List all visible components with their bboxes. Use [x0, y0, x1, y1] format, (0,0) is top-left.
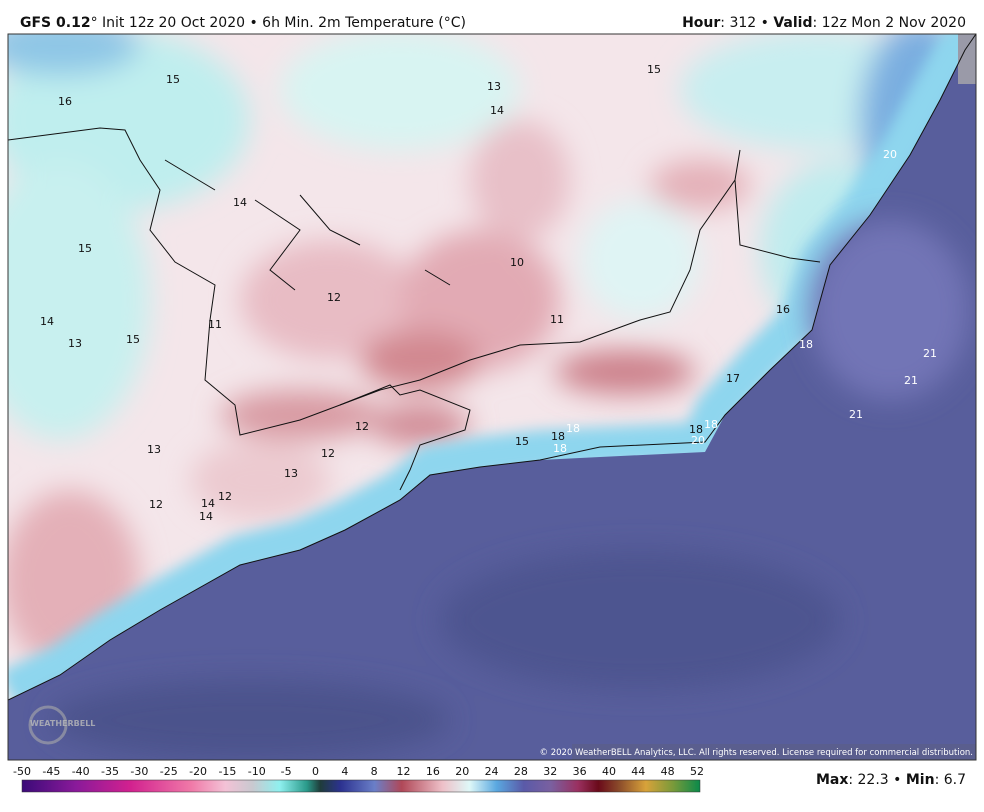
logo [28, 705, 68, 745]
point-label: 14 [40, 315, 54, 328]
colorbar-tick-label: 20 [455, 765, 469, 778]
model: GFS 0.12 [20, 15, 91, 31]
point-label: 12 [218, 490, 232, 503]
colorbar-tick-label: 24 [485, 765, 499, 778]
reservoirs [164, 159, 451, 291]
colorbar-tick-label: 0 [312, 765, 319, 778]
point-label: 15 [166, 73, 180, 86]
colorbar-tick-label: 16 [426, 765, 440, 778]
colorbar-tick-label: 28 [514, 765, 528, 778]
coastline [8, 34, 976, 701]
colorbar-tick-label: -20 [189, 765, 207, 778]
colorbar-tick-label: 8 [371, 765, 378, 778]
point-label: 14 [201, 497, 215, 510]
state-border [8, 127, 471, 491]
point-label: 13 [487, 80, 501, 93]
colorbar-tick-label: 48 [661, 765, 675, 778]
hour-label: Hour [682, 15, 720, 31]
colorbar-tick-label: -10 [248, 765, 266, 778]
point-label: 14 [490, 104, 504, 117]
point-label: 15 [78, 242, 92, 255]
watermark: WEATHERBELL [30, 719, 95, 728]
point-label: 15 [647, 63, 661, 76]
point-label: 14 [199, 510, 213, 523]
hour: : 312 • [720, 15, 773, 31]
point-label: 13 [68, 337, 82, 350]
header-left: GFS 0.12° Init 12z 20 Oct 2020 • 6h Min.… [20, 15, 466, 31]
colorbar-tick-label: -15 [218, 765, 236, 778]
point-label: 20 [883, 148, 897, 161]
colorbar-tick-label: -40 [72, 765, 90, 778]
colorbar-tick-label: -50 [13, 765, 31, 778]
footer-stats: Max: 22.3 • Min: 6.7 [816, 772, 966, 788]
map-frame [7, 33, 977, 761]
point-label: 14 [233, 196, 247, 209]
point-label: 21 [849, 408, 863, 421]
point-label: 18 [553, 442, 567, 455]
colorbar-tick-label: 12 [397, 765, 411, 778]
colorbar-tick-label: -25 [160, 765, 178, 778]
point-label: 18 [566, 422, 580, 435]
copyright: © 2020 WeatherBELL Analytics, LLC. All r… [540, 748, 973, 758]
point-label: 15 [515, 435, 529, 448]
colorbar: -50 -45 -40 -35 -30 -25 -20 -15 -10 -5 0 4 8 12 16 20 24… [13, 765, 704, 793]
point-label: 20 [691, 434, 705, 447]
point-label: 15 [126, 333, 140, 346]
colorbar-scale [21, 779, 701, 793]
point-label: 21 [904, 374, 918, 387]
description: ° Init 12z 20 Oct 2020 • 6h Min. 2m Temp… [91, 15, 466, 31]
point-label: 18 [704, 418, 718, 431]
colorbar-tick-label: 52 [690, 765, 704, 778]
point-label: 17 [726, 372, 740, 385]
point-label: 11 [208, 318, 222, 331]
point-label: 12 [355, 420, 369, 433]
point-label: 21 [923, 347, 937, 360]
point-label: 18 [799, 338, 813, 351]
point-label: 10 [510, 256, 524, 269]
point-label: 16 [776, 303, 790, 316]
valid: : 12z Mon 2 Nov 2020 [812, 15, 966, 31]
map: 15 16 13 14 15 20 14 15 10 12 14 13 15 1… [8, 34, 976, 760]
colorbar-tick-label: -35 [101, 765, 119, 778]
point-label: 11 [550, 313, 564, 326]
valid-label: Valid [773, 15, 812, 31]
colorbar-tick-label: 32 [543, 765, 557, 778]
colorbar-tick-label: 44 [631, 765, 645, 778]
colorbar-tick-label: -30 [130, 765, 148, 778]
point-label: 18 [689, 423, 703, 436]
colorbar-tick-label: 4 [341, 765, 348, 778]
header-right: Hour: 312 • Valid: 12z Mon 2 Nov 2020 [682, 15, 966, 31]
colorbar-tick-label: -5 [281, 765, 292, 778]
colorbar-tick-label: -45 [42, 765, 60, 778]
copyright-box [572, 744, 976, 760]
corner-gray [958, 34, 976, 84]
ocean-field [50, 220, 970, 760]
point-label: 12 [327, 291, 341, 304]
max: : 22.3 • [848, 772, 906, 788]
point-label: 12 [321, 447, 335, 460]
point-label: 12 [149, 498, 163, 511]
min: : 6.7 [935, 772, 966, 788]
max-label: Max [816, 772, 848, 788]
coastal-gradient [8, 34, 976, 709]
state-border [339, 149, 821, 406]
point-label: 16 [58, 95, 72, 108]
point-label: 13 [284, 467, 298, 480]
colorbar-tick-label: 36 [573, 765, 587, 778]
min-label: Min [906, 772, 935, 788]
colorbar-tick-label: 40 [602, 765, 616, 778]
point-label: 18 [551, 430, 565, 443]
point-label: 13 [147, 443, 161, 456]
